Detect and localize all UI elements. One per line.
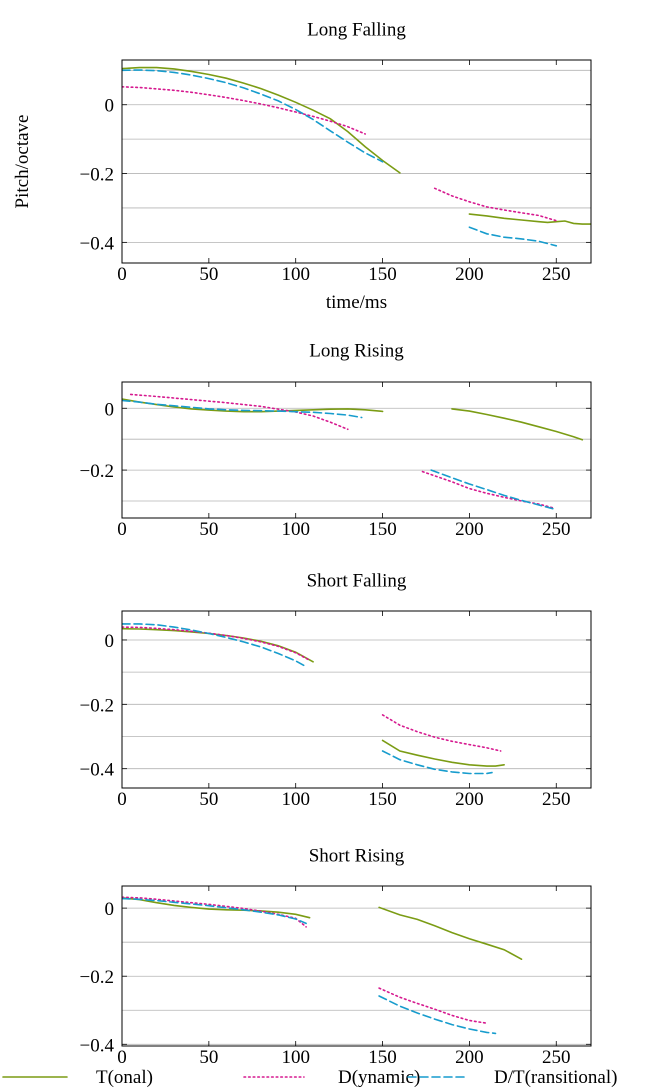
x-tick-label: 250 [542, 519, 571, 540]
series-line-dynamic-1 [129, 393, 349, 431]
x-tick-label: 0 [117, 519, 127, 540]
x-tick-label: 50 [199, 264, 218, 285]
series-line-dtransitional-1 [122, 399, 363, 419]
x-tick-label: 150 [368, 264, 397, 285]
y-tick-label: 0 [105, 399, 115, 420]
x-tick-label: 250 [542, 264, 571, 285]
y-tick-label: −0.2 [80, 165, 114, 186]
series-group [122, 393, 584, 510]
series-line-dtransitional-1 [122, 897, 307, 925]
series-line-dynamic-2 [378, 987, 488, 1024]
series-line-dynamic-1 [122, 86, 366, 135]
x-tick-label: 100 [281, 264, 310, 285]
x-tick-label: 0 [117, 1047, 127, 1068]
series-line-dtransitional-2 [378, 995, 497, 1035]
y-tick-label: −0.4 [80, 760, 115, 781]
series-line-tonal-1 [122, 627, 314, 663]
chart-panel-1: Long Falling 0 50 100 150 200 250 0 −0.2 −0.4 time… [12, 19, 592, 313]
legend-label-1: T(onal) [96, 1067, 153, 1088]
x-tick-label: 100 [281, 1047, 310, 1068]
series-line-tonal-2 [381, 739, 505, 767]
x-tick-label: 200 [455, 789, 484, 810]
x-tick-label: 0 [117, 264, 127, 285]
plot-frame [121, 381, 592, 519]
plot-frame [121, 885, 592, 1047]
series-line-tonal-1 [122, 897, 311, 919]
x-tick-label: 150 [368, 789, 397, 810]
chart-title: Short Rising [309, 845, 405, 866]
x-tick-label: 150 [368, 519, 397, 540]
series-line-dtransitional-2 [430, 469, 554, 510]
x-tick-label: 100 [281, 519, 310, 540]
series-group [122, 66, 591, 247]
chart-panel-3: Short Falling 0 50 100 150 200 250 0 −0.2 −0.4 [80, 570, 592, 810]
x-tick-label: 200 [455, 1047, 484, 1068]
x-tick-label: 50 [199, 1047, 218, 1068]
plot-frame [121, 610, 592, 789]
y-tick-label: 0 [105, 899, 115, 920]
plot-frame [121, 59, 592, 264]
y-tick-label: −0.4 [80, 1035, 115, 1056]
x-tick-label: 100 [281, 789, 310, 810]
x-axis-label: time/ms [326, 292, 387, 313]
chart-title: Long Falling [307, 19, 406, 40]
y-tick-label: 0 [105, 631, 115, 652]
legend: T(onal) D(ynamic) D/T(ransitional) [2, 1067, 617, 1088]
series-line-tonal-2 [468, 213, 591, 225]
series-line-tonal-2 [451, 408, 584, 441]
y-tick-label: −0.2 [80, 461, 114, 482]
y-axis-label: Pitch/octave [12, 115, 33, 209]
series-line-dynamic-1 [122, 626, 311, 661]
x-tick-label: 50 [199, 519, 218, 540]
series-line-dtransitional-2 [468, 226, 558, 247]
x-tick-label: 50 [199, 789, 218, 810]
x-tick-label: 200 [455, 519, 484, 540]
series-group [122, 896, 523, 1035]
series-line-dtransitional-1 [122, 69, 384, 163]
series-line-dynamic-2 [433, 187, 558, 222]
series-line-tonal-2 [378, 906, 523, 960]
chart-panel-2: Long Rising 0 50 100 150 200 250 0 −0.2 [80, 340, 592, 540]
series-line-tonal-1 [122, 66, 401, 174]
legend-label-3: D/T(ransitional) [494, 1067, 617, 1088]
series-line-dtransitional-1 [122, 623, 306, 667]
x-tick-label: 200 [455, 264, 484, 285]
chart-panel-4: Short Rising 0 50 100 150 200 250 0 −0.2 −0.4 [80, 845, 592, 1068]
series-group [122, 623, 505, 775]
y-tick-label: −0.4 [80, 233, 115, 254]
legend-label-2: D(ynamic) [338, 1067, 420, 1088]
x-tick-label: 0 [117, 789, 127, 810]
x-tick-label: 250 [542, 789, 571, 810]
x-tick-label: 250 [542, 1047, 571, 1068]
y-tick-label: −0.2 [80, 967, 114, 988]
chart-title: Short Falling [307, 570, 407, 591]
series-line-dynamic-2 [381, 714, 502, 752]
x-tick-label: 150 [368, 1047, 397, 1068]
chart-title: Long Rising [309, 340, 404, 361]
y-tick-label: 0 [105, 96, 115, 117]
series-line-dtransitional-2 [381, 750, 493, 775]
y-tick-label: −0.2 [80, 695, 114, 716]
series-line-dynamic-2 [421, 470, 554, 509]
